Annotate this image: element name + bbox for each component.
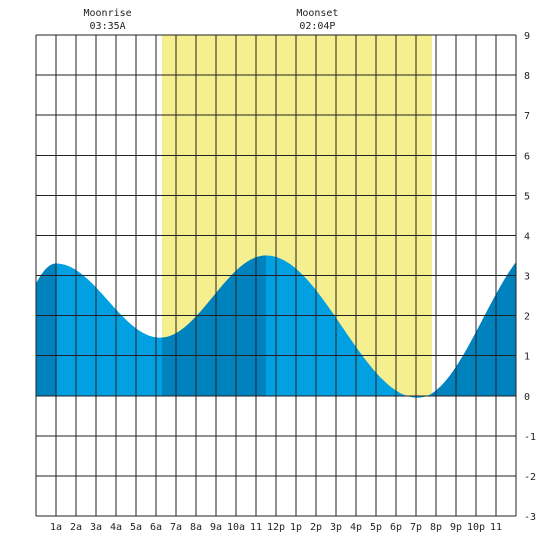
x-tick-label: 1a [50,522,62,533]
x-tick-label: 9p [450,522,462,533]
y-tick-label: 6 [524,151,530,162]
tide-area-band-2 [56,263,162,396]
moon-event-title: Moonset [296,8,338,19]
y-tick-label: -2 [524,472,536,483]
x-tick-label: 2p [310,522,322,533]
x-tick-label: 6a [150,522,162,533]
moon-event-time: 02:04P [299,21,335,32]
x-tick-label: 10p [467,522,485,533]
x-tick-label: 4a [110,522,122,533]
x-tick-label: 9a [210,522,222,533]
y-tick-label: 5 [524,191,530,202]
y-tick-label: 1 [524,352,530,363]
y-tick-label: 2 [524,312,530,323]
x-tick-label: 2a [70,522,82,533]
x-tick-label: 3p [330,522,342,533]
x-tick-label: 5p [370,522,382,533]
y-tick-label: -3 [524,512,536,523]
y-tick-labels: 9 8 7 6 5 4 3 2 1 0 -1 -2 -3 [524,31,536,523]
tide-area-band-3 [162,255,266,396]
moon-event-title: Moonrise [84,8,132,19]
x-tick-labels: 1a 2a 3a 4a 5a 6a 7a 8a 9a 10a 11 12p 1p 2p 3p 4p 5p 6p 7p… [50,522,502,533]
x-tick-label: 12p [267,522,285,533]
x-tick-label: 11 [490,522,502,533]
x-tick-label: 10a [227,522,245,533]
y-tick-label: -1 [524,432,536,443]
moon-event-time: 03:35A [90,21,126,32]
y-tick-label: 9 [524,31,530,42]
x-tick-label: 4p [350,522,362,533]
x-tick-label: 3a [90,522,102,533]
x-tick-label: 1p [290,522,302,533]
tide-area-band-1 [36,263,56,396]
y-tick-label: 4 [524,231,530,242]
y-tick-label: 3 [524,272,530,283]
y-tick-label: 0 [524,392,530,403]
grid-layer [35,34,517,517]
y-tick-label: 7 [524,111,530,122]
moon-events: Moonrise 03:35A Moonset 02:04P [84,8,339,32]
x-tick-label: 11 [250,522,262,533]
x-tick-label: 5a [130,522,142,533]
y-tick-label: 8 [524,71,530,82]
x-tick-label: 7a [170,522,182,533]
tide-area-band-4 [266,255,432,398]
x-tick-label: 8p [430,522,442,533]
x-tick-label: 7p [410,522,422,533]
x-tick-label: 8a [190,522,202,533]
tide-area-band-5 [432,261,516,396]
x-tick-label: 6p [390,522,402,533]
